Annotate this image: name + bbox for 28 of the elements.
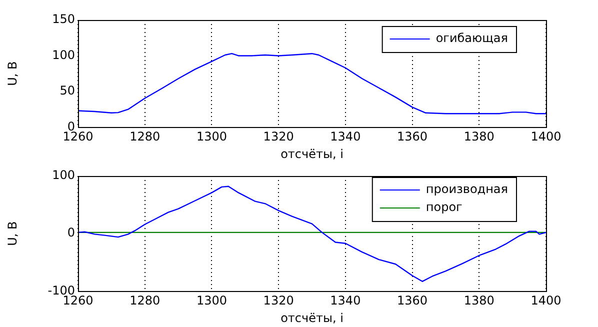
x-tick-label: 1320 bbox=[263, 130, 294, 144]
y-tick-label: 0 bbox=[67, 225, 75, 240]
x-tick-label: 1340 bbox=[330, 293, 361, 308]
x-tick-label: 1300 bbox=[196, 293, 227, 308]
x-tick-label: 1380 bbox=[464, 293, 494, 308]
legend-label: производная bbox=[426, 182, 508, 196]
x-tick-label: 1280 bbox=[130, 130, 160, 144]
legend-label: порог bbox=[426, 200, 462, 214]
y-axis-title: U, В bbox=[5, 220, 20, 246]
y-tick-label: 50 bbox=[60, 84, 75, 98]
x-tick-label: 1400 bbox=[530, 130, 562, 144]
x-axis-title: отсчёты, i bbox=[280, 310, 344, 324]
x-tick-label: 1340 bbox=[330, 130, 361, 144]
x-tick-label: 1400 bbox=[530, 293, 562, 308]
x-tick-label: 1360 bbox=[397, 293, 428, 308]
y-tick-label: 100 bbox=[52, 168, 75, 182]
x-axis-title: отсчёты, i bbox=[280, 146, 344, 161]
x-tick-label: 1300 bbox=[196, 130, 227, 144]
x-tick-label: 1360 bbox=[397, 130, 428, 144]
x-tick-label: 1320 bbox=[263, 293, 294, 308]
x-tick-label: 1260 bbox=[62, 130, 94, 144]
x-tick-label: 1380 bbox=[464, 130, 494, 144]
y-axis-title: U, В bbox=[5, 61, 20, 86]
y-tick-label: 100 bbox=[52, 48, 75, 62]
x-tick-label: 1280 bbox=[130, 293, 160, 308]
legend-label: огибающая bbox=[436, 31, 508, 46]
y-tick-label: 150 bbox=[52, 12, 75, 26]
y-tick-label: -100 bbox=[48, 282, 75, 297]
